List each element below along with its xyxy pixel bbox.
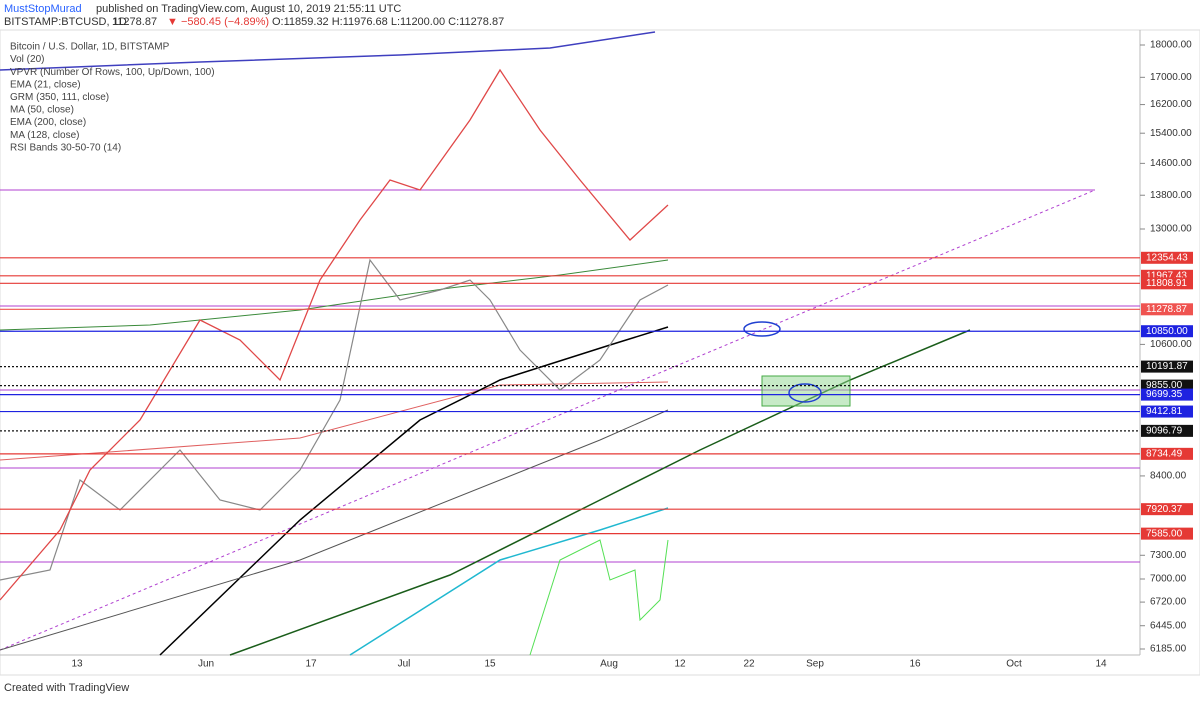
price-label: 9855.00 — [1146, 380, 1183, 391]
chart-frame — [0, 29, 1200, 676]
price-label: 10191.87 — [1146, 361, 1188, 372]
price-label: 9096.79 — [1146, 426, 1183, 437]
price-label-box — [1141, 303, 1193, 316]
time-tick-label: 12 — [674, 659, 686, 670]
price-label: 11808.91 — [1146, 278, 1187, 289]
price-label-box — [1141, 325, 1193, 338]
price-label: 7920.37 — [1146, 504, 1183, 515]
price-tick-label: 15400.00 — [1150, 128, 1192, 139]
price-tick-label: 10600.00 — [1150, 339, 1192, 350]
price-tick-label: 6720.00 — [1150, 597, 1187, 608]
time-tick-label: Jul — [398, 659, 411, 670]
price-tick-label: 14600.00 — [1150, 158, 1192, 169]
price-label: 8734.49 — [1146, 448, 1183, 459]
price-label-box — [1141, 447, 1193, 460]
price-tick-label: 13800.00 — [1150, 190, 1192, 201]
price-label-box — [1141, 405, 1193, 418]
price-tick-label: 7300.00 — [1150, 550, 1187, 561]
change: ▼ −580.45 (−4.89%) — [167, 16, 269, 28]
time-tick-label: 16 — [909, 659, 921, 670]
footer: Created with TradingView — [4, 682, 129, 694]
price-label-box — [1141, 424, 1193, 437]
price-tick-label: 6185.00 — [1150, 644, 1187, 655]
time-tick-label: 15 — [484, 659, 496, 670]
price-label-box — [1141, 379, 1193, 392]
time-tick-label: Jun — [198, 659, 214, 670]
symbol: BITSTAMP:BTCUSD, 1D — [4, 16, 127, 28]
price-label: 7585.00 — [1146, 528, 1183, 539]
indicator-label: RSI Bands 30-50-70 (14) — [10, 142, 121, 153]
indicator-label: Bitcoin / U.S. Dollar, 1D, BITSTAMP — [10, 42, 170, 53]
time-tick-label: Oct — [1006, 659, 1022, 670]
indicator-label: GRM (350, 111, close) — [10, 92, 109, 103]
indicator-label: MA (50, close) — [10, 105, 74, 116]
price-tick-label: 8400.00 — [1150, 471, 1187, 482]
price-tick-label: 17000.00 — [1150, 72, 1192, 83]
price-label-box — [1141, 360, 1193, 373]
price-label: 9412.81 — [1146, 406, 1183, 417]
price-label: 11967.43 — [1146, 270, 1187, 281]
time-tick-label: 22 — [743, 659, 755, 670]
drawings — [0, 31, 1140, 656]
price-label-box — [1141, 277, 1193, 290]
price-label: 11278.87 — [1146, 304, 1187, 315]
price-label-box — [1141, 503, 1193, 516]
time-tick-label: 17 — [305, 659, 317, 670]
price-label-box — [1141, 388, 1193, 401]
last-price: 11278.87 — [112, 16, 157, 28]
price-label-box — [1141, 527, 1193, 540]
price-tick-label: 7000.00 — [1150, 574, 1187, 585]
price-label: 10850.00 — [1146, 326, 1188, 337]
price-tick-label: 6445.00 — [1150, 620, 1187, 631]
time-tick-label: 13 — [71, 659, 83, 670]
price-label-box — [1141, 251, 1193, 264]
indicator-label: VPVR (Number Of Rows, 100, Up/Down, 100) — [10, 67, 215, 78]
ohlc: O:11859.32 H:11976.68 L:11200.00 C:11278… — [272, 16, 504, 28]
indicator-label: MA (128, close) — [10, 130, 79, 141]
indicator-label: EMA (200, close) — [10, 117, 86, 128]
price-label: 9699.35 — [1146, 389, 1183, 400]
author[interactable]: MustStopMurad — [4, 3, 82, 15]
price-tick-label: 16200.00 — [1150, 99, 1192, 110]
time-tick-label: 14 — [1095, 659, 1107, 670]
price-tick-label: 18000.00 — [1150, 40, 1192, 51]
time-tick-label: Aug — [600, 659, 618, 670]
indicator-label: EMA (21, close) — [10, 79, 81, 90]
time-tick-label: Sep — [806, 659, 824, 670]
indicator-label: Vol (20) — [10, 54, 44, 65]
price-tick-label: 13000.00 — [1150, 224, 1192, 235]
price-label: 12354.43 — [1146, 252, 1188, 263]
published: published on TradingView.com, August 10,… — [96, 3, 401, 15]
